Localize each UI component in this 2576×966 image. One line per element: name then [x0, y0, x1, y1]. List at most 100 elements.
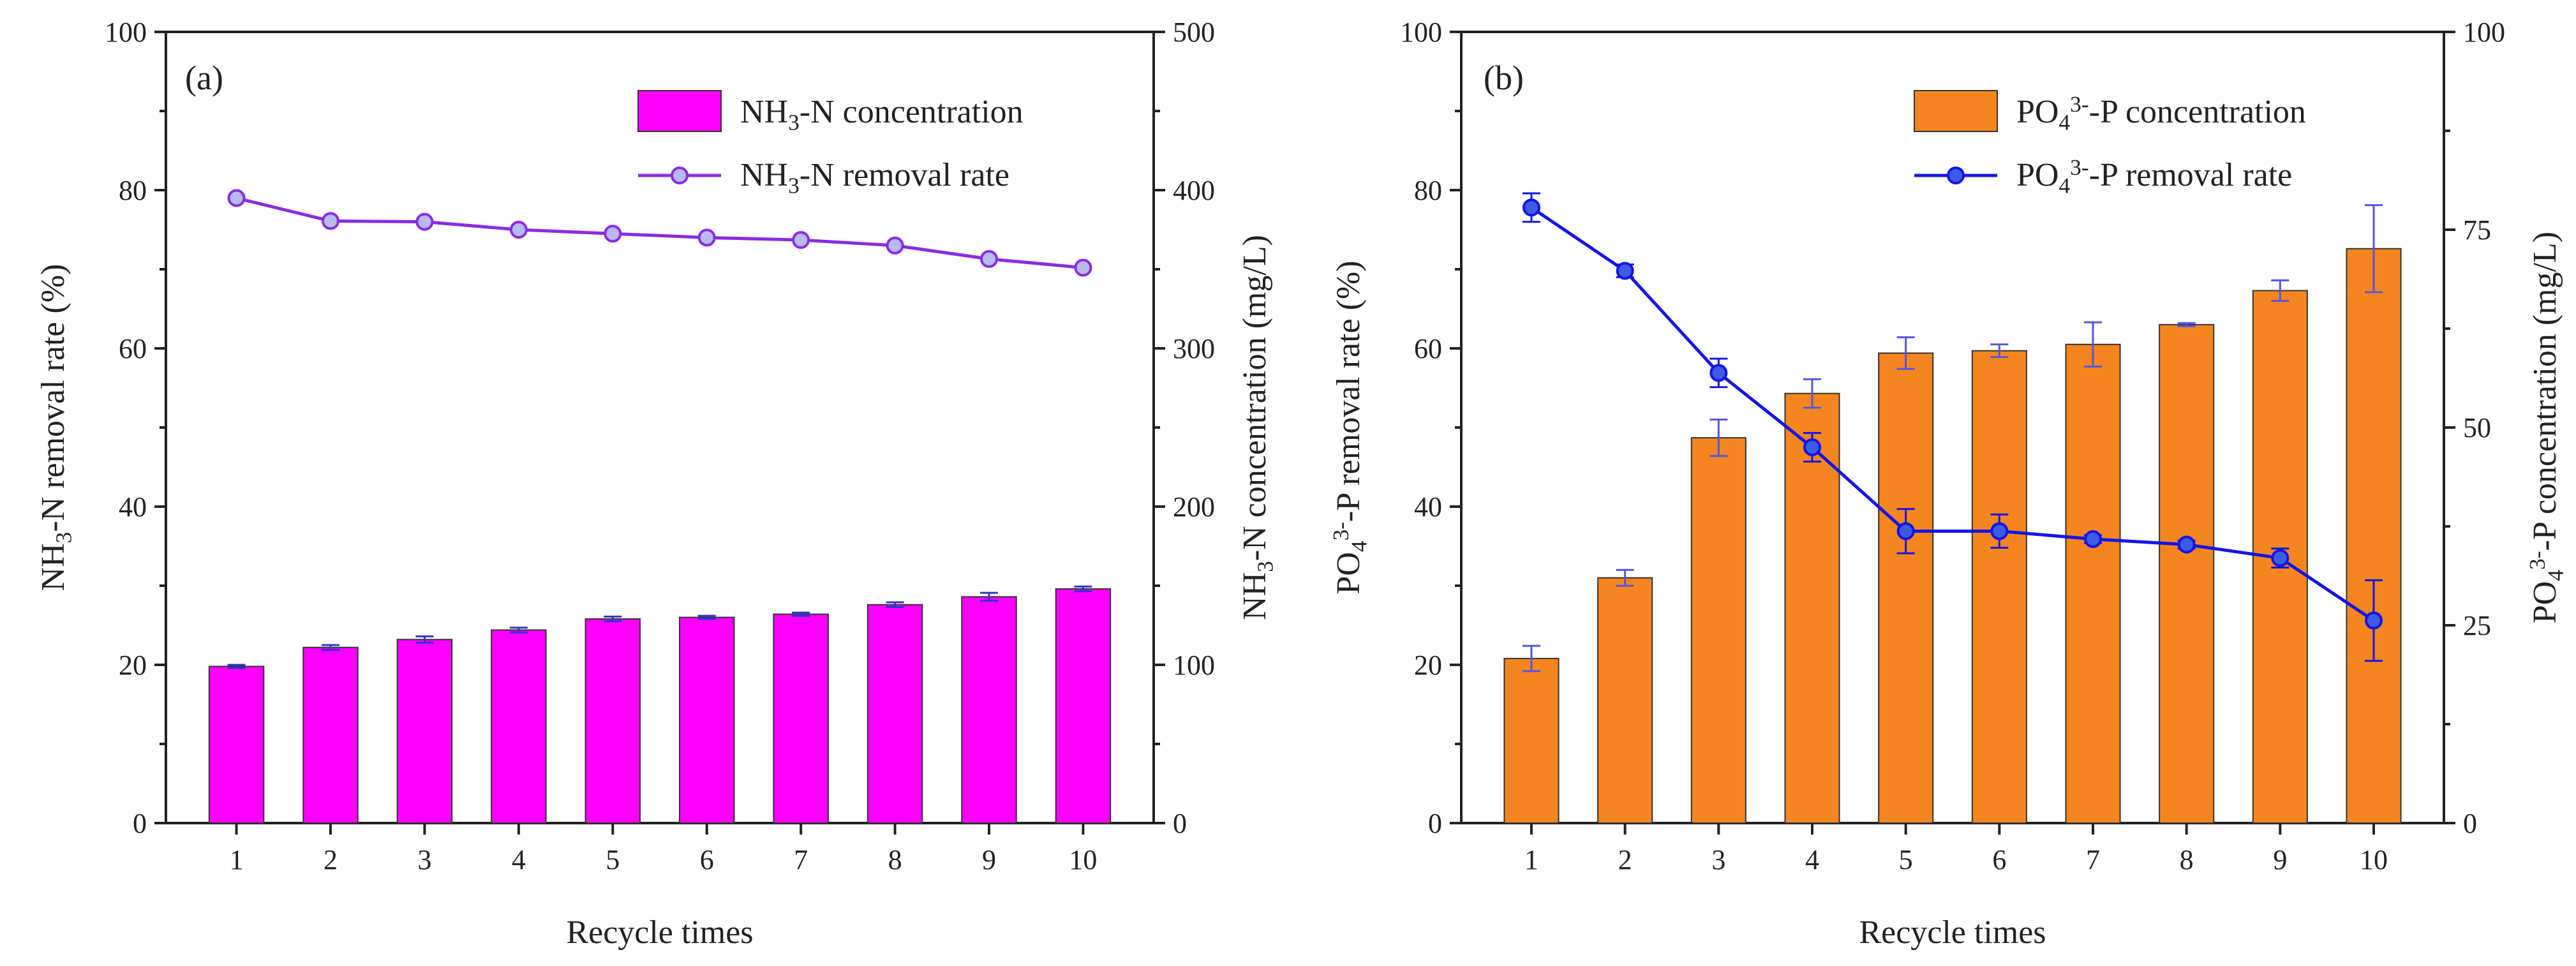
- legend-bar-label-post: -N concentration: [800, 94, 1024, 130]
- left-tick-label-100: 100: [105, 17, 147, 48]
- legend-line-label-post: -N removal rate: [800, 157, 1009, 193]
- left-y-axis-label-sub: 3: [50, 532, 76, 544]
- bar-8: [867, 604, 923, 824]
- bar-2: [1597, 577, 1653, 824]
- line-point-9: [980, 249, 998, 268]
- line-point-2: [1616, 262, 1634, 280]
- legend-bar-label: PO43--P concentration: [2016, 91, 2306, 135]
- right-tick-label-100: 100: [2463, 17, 2505, 48]
- removal-rate-line: [235, 196, 1083, 270]
- bar-7: [773, 613, 829, 824]
- line-point-3: [1709, 364, 1728, 382]
- left-tick-label-20: 20: [119, 650, 147, 681]
- left-ylabel-group: PO43--P removal rate (%): [1328, 260, 1372, 594]
- line-point-1: [1523, 198, 1540, 217]
- panel-label: (a): [185, 59, 223, 97]
- x-tick-label-3: 3: [417, 844, 431, 875]
- x-tick-label-10: 10: [1069, 844, 1097, 875]
- bar-7: [2065, 343, 2121, 824]
- line-point-5: [1896, 522, 1915, 540]
- right-ylabel-group: PO43--P concentration (mg/L): [2524, 232, 2568, 623]
- line-point-10: [2365, 611, 2383, 630]
- right-y-axis-label-post: -P concentration (mg/L): [2527, 232, 2563, 551]
- legend-bar-label: NH3-N concentration: [740, 94, 1024, 135]
- right-y-axis-label-sub: 4: [2542, 570, 2568, 581]
- line-point-10: [1074, 258, 1092, 277]
- left-y-axis-label: PO43--P removal rate (%): [1328, 260, 1372, 594]
- bar-3: [396, 639, 453, 824]
- legend-line-label-pre: NH: [740, 157, 788, 193]
- x-tick-label-9: 9: [982, 844, 996, 875]
- legend-line-marker: [671, 167, 689, 184]
- right-y-axis-label-sub: 3: [1252, 561, 1277, 572]
- right-tick-label-25: 25: [2463, 610, 2491, 641]
- x-tick-label-8: 8: [2180, 844, 2194, 875]
- legend-line-label: PO43--P removal rate: [2016, 154, 2292, 198]
- bar-5: [1878, 352, 1934, 824]
- line-point-4: [1803, 438, 1821, 456]
- x-tick-label-7: 7: [2086, 844, 2100, 875]
- left-y-axis-label: NH3-N removal rate (%): [35, 264, 76, 591]
- left-y-axis-label-post: -P removal rate (%): [1330, 260, 1367, 522]
- x-tick-label-5: 5: [1899, 844, 1913, 875]
- legend-bar-label-sup: 3-: [2070, 91, 2088, 117]
- right-y-axis-label-post: -N concentration (mg/L): [1237, 235, 1273, 561]
- bar-10: [1055, 588, 1112, 824]
- line-point-3: [415, 212, 434, 231]
- line-point-8: [2177, 535, 2196, 554]
- line-point-6: [697, 228, 716, 247]
- legend-bar-label-pre: PO: [2016, 94, 2059, 130]
- legend-bar-label-sub: 3: [788, 109, 800, 135]
- legend-line-label-sub: 3: [788, 172, 800, 198]
- chart-panel-a: 0 20 40 60 80 100 0 100 200 300 400 500 1 2 3 4 5 6 7 8 9 10 R…: [35, 17, 1277, 951]
- x-tick-label-3: 3: [1711, 844, 1725, 875]
- right-y-axis-label: PO43--P concentration (mg/L): [2524, 232, 2568, 623]
- left-y-axis-label-post: -N removal rate (%): [35, 264, 71, 532]
- bar-1: [1503, 658, 1560, 824]
- x-tick-label-4: 4: [512, 844, 526, 875]
- right-tick-label-75: 75: [2463, 214, 2491, 246]
- left-tick-label-0: 0: [1428, 808, 1442, 839]
- x-tick-label-7: 7: [794, 844, 808, 875]
- x-tick-label-2: 2: [1618, 844, 1632, 875]
- left-tick-label-20: 20: [1414, 650, 1442, 681]
- bar-2: [302, 646, 359, 824]
- bar-3: [1690, 437, 1746, 824]
- right-y-axis-label-pre: PO: [2527, 581, 2563, 623]
- bar-8: [2159, 323, 2215, 824]
- line-point-2: [322, 212, 339, 230]
- right-tick-label-200: 200: [1173, 491, 1215, 523]
- x-tick-label-1: 1: [230, 844, 244, 875]
- x-axis-label: Recycle times: [1859, 914, 2046, 951]
- right-y-axis-label-sup: 3-: [2524, 551, 2550, 569]
- right-ylabel-group: NH3-N concentration (mg/L): [1237, 235, 1277, 620]
- line-point-4: [509, 221, 528, 239]
- line-point-5: [604, 225, 622, 243]
- left-tick-label-80: 80: [1414, 175, 1442, 206]
- x-tick-label-2: 2: [324, 844, 338, 875]
- line-point-9: [2271, 549, 2289, 567]
- bar-9: [961, 596, 1017, 824]
- left-tick-label-100: 100: [1400, 17, 1442, 48]
- legend-line-label-sub: 4: [2059, 172, 2070, 198]
- legend-bar-label-sub: 4: [2059, 109, 2070, 135]
- x-tick-label-6: 6: [1992, 844, 2006, 875]
- right-tick-label-100: 100: [1173, 650, 1215, 681]
- bar-10: [2346, 248, 2402, 824]
- line-point-6: [1990, 522, 2009, 540]
- bar-4: [491, 629, 547, 824]
- legend-line-label: NH3-N removal rate: [740, 157, 1009, 198]
- panel-label: (b): [1484, 59, 1524, 97]
- legend-bar-swatch: [637, 90, 722, 132]
- left-y-axis-label-pre: PO: [1330, 552, 1367, 594]
- legend-line-label-pre: PO: [2016, 157, 2059, 193]
- legend-bar-label-pre: NH: [740, 94, 788, 130]
- x-tick-label-5: 5: [606, 844, 620, 875]
- legend-line-marker: [1947, 167, 1965, 184]
- left-ylabel-group: NH3-N removal rate (%): [35, 264, 76, 591]
- right-tick-label-300: 300: [1173, 333, 1215, 364]
- left-tick-label-60: 60: [119, 333, 147, 364]
- right-y-axis-label: NH3-N concentration (mg/L): [1237, 235, 1277, 620]
- bar-6: [1971, 350, 2027, 824]
- left-y-axis-label-sub: 4: [1346, 540, 1371, 552]
